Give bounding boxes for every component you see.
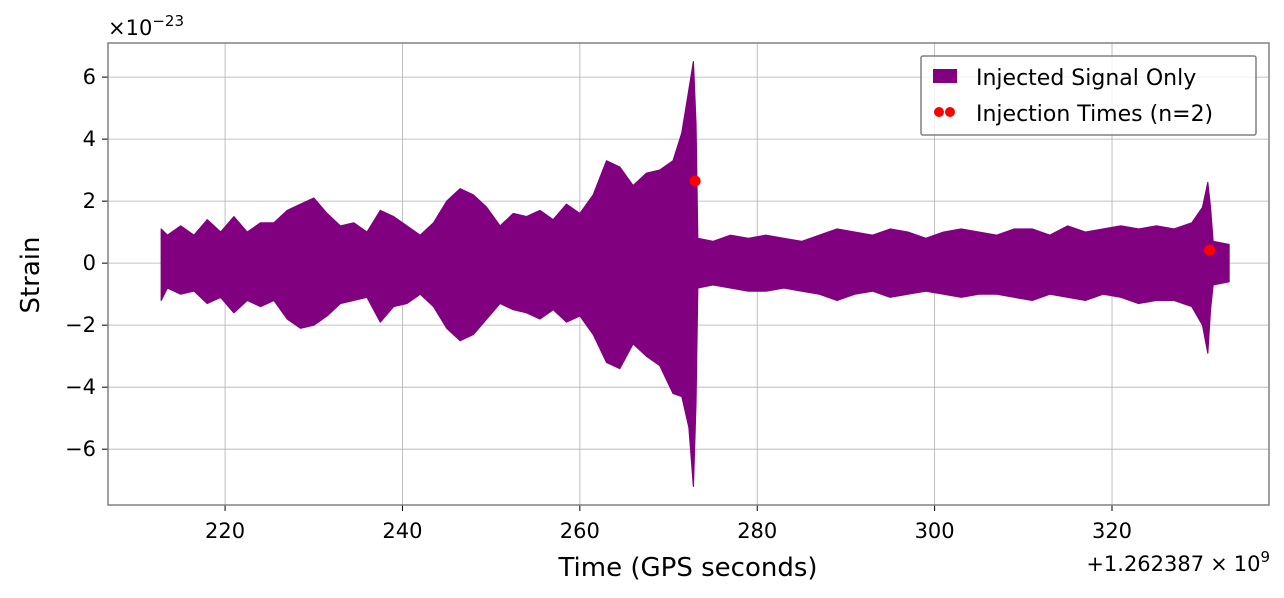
y-tick-label: −6 bbox=[65, 437, 96, 461]
legend-injection-marker bbox=[934, 107, 944, 117]
x-offset-times: × bbox=[1210, 552, 1228, 576]
y-tick-label: −2 bbox=[65, 313, 96, 337]
legend-signal-label: Injected Signal Only bbox=[976, 66, 1196, 91]
x-offset-base: 10 bbox=[1234, 552, 1261, 576]
y-tick-label: 0 bbox=[83, 251, 96, 275]
x-offset-value: +1.262387 bbox=[1086, 552, 1204, 576]
legend-injection-label: Injection Times (n=2) bbox=[976, 102, 1213, 127]
injection-time-point bbox=[689, 175, 701, 187]
y-axis-label: Strain bbox=[16, 236, 46, 313]
x-tick-label: 320 bbox=[1092, 519, 1132, 543]
x-offset-label: +1.262387 × 109 bbox=[1086, 548, 1270, 576]
legend-injection-marker bbox=[945, 107, 955, 117]
y-tick-label: 4 bbox=[83, 127, 96, 151]
x-tick-label: 300 bbox=[915, 519, 955, 543]
injection-time-point bbox=[1204, 244, 1216, 256]
x-tick-label: 220 bbox=[205, 519, 245, 543]
y-tick-label: 2 bbox=[83, 189, 96, 213]
x-tick-label: 260 bbox=[560, 519, 600, 543]
y-scale-factor: ×10−23 bbox=[108, 12, 184, 40]
y-scale-base: ×10 bbox=[108, 16, 152, 40]
y-tick-label: −4 bbox=[65, 375, 96, 399]
signal-envelope bbox=[160, 61, 1230, 487]
plot-frame bbox=[107, 42, 1270, 506]
plot-area bbox=[160, 61, 1230, 487]
x-tick-label: 240 bbox=[382, 519, 422, 543]
x-tick-label: 280 bbox=[737, 519, 777, 543]
y-tick-label: 6 bbox=[83, 65, 96, 89]
legend-box bbox=[920, 55, 1257, 136]
legend-signal-swatch bbox=[933, 69, 957, 83]
legend: Injected Signal Only Injection Times (n=… bbox=[920, 55, 1257, 136]
x-offset-exponent: 9 bbox=[1260, 548, 1270, 566]
axis-ticks: 220 240 260 280 300 320 6 4 2 0 −2 −4 −6 bbox=[65, 65, 1132, 543]
x-axis-label: Time (GPS seconds) bbox=[557, 553, 817, 583]
y-scale-exponent: −23 bbox=[152, 12, 184, 30]
